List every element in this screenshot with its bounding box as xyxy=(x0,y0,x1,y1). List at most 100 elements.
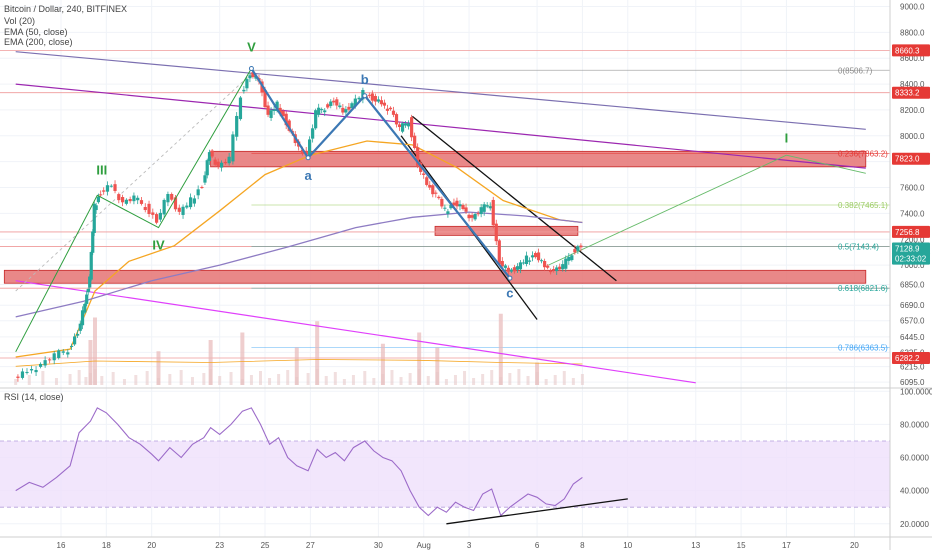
time-tick-label: Aug xyxy=(417,541,431,550)
candle-body xyxy=(92,203,96,233)
rsi-legend[interactable]: RSI (14, close) xyxy=(4,392,64,402)
price-tick-label: 6570.0 xyxy=(900,317,925,326)
candle-body xyxy=(34,369,38,373)
volume-bar-minor xyxy=(156,378,160,385)
volume-bar-minor xyxy=(68,374,72,385)
volume-bar-minor xyxy=(111,372,115,385)
volume-bar-minor xyxy=(88,373,92,385)
price-tick-label: 6215.0 xyxy=(900,363,925,372)
legend-symbol[interactable]: Bitcoin / Dollar, 240, BITFINEX xyxy=(4,4,127,14)
rsi-tick-label: 60.0000 xyxy=(900,454,929,463)
volume-bar xyxy=(88,340,93,385)
price-tick-label: 7200.0 xyxy=(900,235,925,244)
time-tick-label: 10 xyxy=(623,541,632,550)
candle-body xyxy=(223,161,227,164)
legend-vol[interactable]: Vol (20) xyxy=(4,16,35,26)
elliott-wave-lines xyxy=(15,66,513,353)
candle-body xyxy=(391,110,396,115)
time-axis[interactable]: 16 18 20 23 25 27 30 Aug 3 6 8 10 13 15 17 20 xyxy=(57,541,860,550)
candle-body xyxy=(338,105,342,108)
candle-body xyxy=(85,294,89,304)
volume-bar-minor xyxy=(190,377,194,385)
candle-body xyxy=(170,194,174,200)
candle-body xyxy=(124,199,128,204)
candle-body xyxy=(181,206,185,215)
candle-body xyxy=(216,161,220,167)
candle-body xyxy=(86,289,90,293)
candle-body xyxy=(120,197,125,203)
wave-label-a: a xyxy=(304,168,312,183)
volume-bar xyxy=(417,332,422,385)
candle-body xyxy=(500,260,504,267)
candle-body xyxy=(437,196,441,199)
candle-body xyxy=(413,135,417,149)
legend-ema50[interactable]: EMA (50, close) xyxy=(4,27,68,37)
candle-body xyxy=(506,267,510,272)
candle-body xyxy=(376,99,380,102)
volume-bar xyxy=(315,321,320,385)
price-zone xyxy=(434,225,579,236)
candle-body xyxy=(16,376,20,378)
fib-label: 0.236(7863.2) xyxy=(838,149,888,158)
price-tick-label: 6445.0 xyxy=(900,333,925,342)
candle-body xyxy=(521,262,526,264)
candle-body xyxy=(476,213,480,215)
volume-bar-minor xyxy=(453,375,457,385)
candle-body xyxy=(205,160,209,176)
volume-bar-minor xyxy=(168,374,172,385)
rsi-axis[interactable]: 20.0000 40.0000 60.0000 80.0000 100.0000 xyxy=(900,387,932,528)
candle-body xyxy=(543,260,547,268)
time-tick-label: 30 xyxy=(374,541,383,550)
price-tick-label: 8600.0 xyxy=(900,54,925,63)
candle-body xyxy=(458,204,462,207)
time-tick-label: 17 xyxy=(782,541,791,550)
volume-bar xyxy=(294,347,299,385)
volume-bar-minor xyxy=(408,373,412,385)
wave-label-c: c xyxy=(506,285,513,300)
volume-bar xyxy=(156,351,161,385)
price-tag-label: 7823.0 xyxy=(895,155,920,164)
candle-body xyxy=(207,152,212,161)
candle-body xyxy=(573,249,577,253)
volume-bar-minor xyxy=(390,370,394,385)
candle-body xyxy=(385,108,390,111)
elliott-wave-labels: V III IV a b c I xyxy=(96,40,788,301)
candle-body xyxy=(238,97,243,120)
volume-bar xyxy=(93,317,98,385)
volume-bar-minor xyxy=(77,370,81,385)
candle-body xyxy=(251,72,255,78)
legend-ema200[interactable]: EMA (200, close) xyxy=(4,37,73,47)
volume-bar-minor xyxy=(134,375,138,385)
fibonacci-levels: 0(8506.7) 0.236(7863.2) 0.382(7465.1) 0.5(7… xyxy=(251,66,890,352)
candle-body xyxy=(400,123,405,132)
candle-body xyxy=(403,123,408,126)
candle-body xyxy=(394,114,399,125)
candlesticks xyxy=(16,70,583,382)
magenta-trend xyxy=(15,280,696,384)
candle-body xyxy=(482,204,486,212)
candle-body xyxy=(332,100,336,103)
candle-body xyxy=(449,204,453,209)
candle-body xyxy=(94,205,98,211)
volume-bar-minor xyxy=(463,371,467,385)
candle-body xyxy=(158,212,162,220)
price-zone xyxy=(3,269,867,284)
ema-50-line xyxy=(15,140,583,358)
time-tick-label: 25 xyxy=(261,541,270,550)
rsi-tick-label: 100.0000 xyxy=(900,387,932,396)
rsi-overbought-oversold-band xyxy=(0,440,890,508)
volume-bar-minor xyxy=(571,378,575,385)
time-tick-label: 18 xyxy=(102,541,111,550)
wave-line xyxy=(250,67,511,279)
rsi-band xyxy=(0,440,890,508)
candle-body xyxy=(367,94,371,96)
channel-upper xyxy=(411,115,617,282)
candle-body xyxy=(422,173,426,175)
fib-label: 0.5(7143.4) xyxy=(838,243,879,252)
time-tick-label: 8 xyxy=(580,541,585,550)
time-tick-label: 13 xyxy=(691,541,700,550)
candle-body xyxy=(464,207,468,212)
candle-body xyxy=(113,184,117,191)
price-tag-label: 8333.2 xyxy=(895,89,920,98)
price-tick-label: 8800.0 xyxy=(900,28,925,37)
